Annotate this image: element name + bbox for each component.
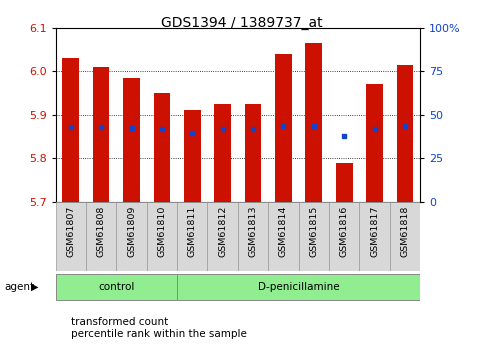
Text: D-penicillamine: D-penicillamine [258, 282, 340, 292]
Text: GSM61812: GSM61812 [218, 205, 227, 257]
Bar [336, 162, 353, 202]
Text: control: control [98, 282, 134, 292]
Text: GSM61817: GSM61817 [370, 205, 379, 257]
Text: GSM61810: GSM61810 [157, 205, 167, 257]
Bar [390, 202, 420, 271]
Bar [116, 202, 147, 271]
Bar [268, 202, 298, 271]
Text: GSM61808: GSM61808 [97, 205, 106, 257]
Bar [275, 54, 292, 202]
Bar [359, 202, 390, 271]
Bar [329, 202, 359, 271]
Text: GSM61813: GSM61813 [249, 205, 257, 257]
Bar [147, 202, 177, 271]
Bar [86, 202, 116, 271]
Text: agent: agent [5, 282, 35, 292]
Bar [123, 78, 140, 202]
Text: GSM61815: GSM61815 [309, 205, 318, 257]
Bar [298, 202, 329, 271]
Bar [177, 274, 420, 300]
Bar [154, 93, 170, 202]
Bar [56, 202, 86, 271]
Bar [214, 104, 231, 202]
Bar [245, 104, 261, 202]
Text: transformed count: transformed count [71, 317, 169, 326]
Bar [305, 43, 322, 202]
Text: GSM61807: GSM61807 [66, 205, 75, 257]
Bar [56, 274, 177, 300]
Bar [397, 65, 413, 202]
Text: percentile rank within the sample: percentile rank within the sample [71, 329, 247, 339]
Text: GSM61816: GSM61816 [340, 205, 349, 257]
Bar [208, 202, 238, 271]
Bar [184, 110, 200, 202]
Text: GSM61811: GSM61811 [188, 205, 197, 257]
Bar [238, 202, 268, 271]
Text: GSM61809: GSM61809 [127, 205, 136, 257]
Text: GSM61814: GSM61814 [279, 205, 288, 257]
Text: ▶: ▶ [31, 282, 39, 292]
Bar [366, 84, 383, 202]
Bar [62, 58, 79, 202]
Bar [93, 67, 110, 202]
Bar [177, 202, 208, 271]
Text: GDS1394 / 1389737_at: GDS1394 / 1389737_at [161, 16, 322, 30]
Text: GSM61818: GSM61818 [400, 205, 410, 257]
